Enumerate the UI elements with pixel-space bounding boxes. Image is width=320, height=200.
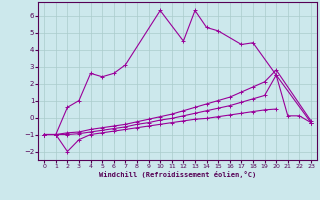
X-axis label: Windchill (Refroidissement éolien,°C): Windchill (Refroidissement éolien,°C): [99, 171, 256, 178]
